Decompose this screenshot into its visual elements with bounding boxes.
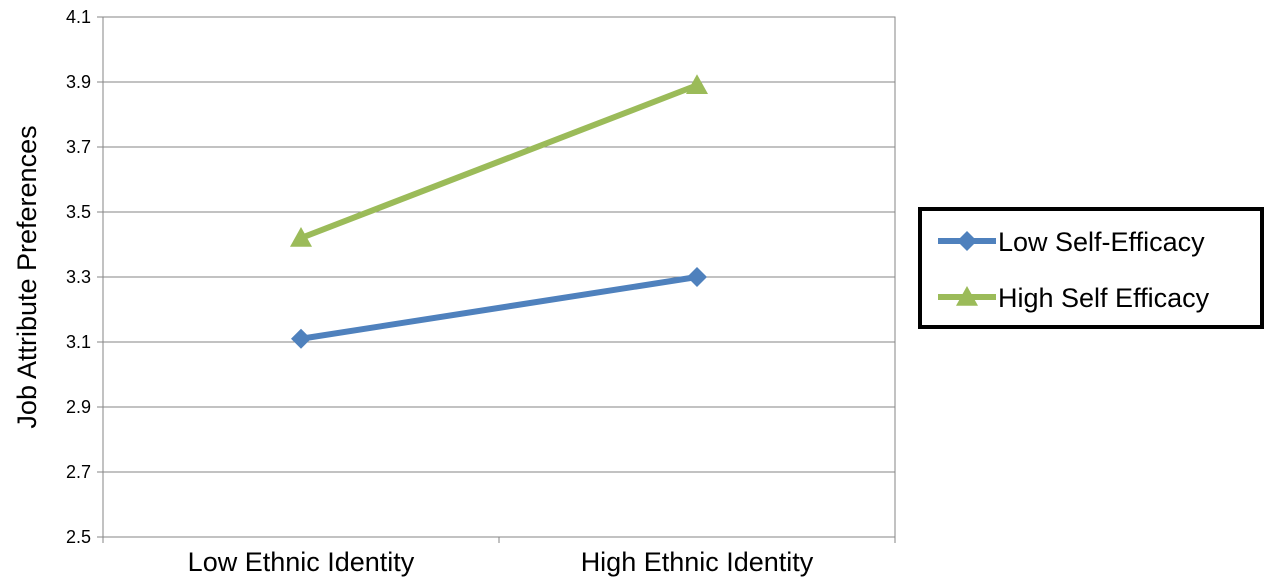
series-low-self-efficacy <box>291 267 707 349</box>
series-line <box>300 274 698 342</box>
legend-label: Low Self-Efficacy <box>998 227 1205 257</box>
y-tick-label: 4.1 <box>66 7 91 27</box>
legend-label: High Self Efficacy <box>998 283 1210 313</box>
legend: Low Self-Efficacy High Self Efficacy <box>918 207 1264 329</box>
y-tick-label: 3.7 <box>66 137 91 157</box>
data-point <box>686 74 708 95</box>
data-point <box>290 227 312 247</box>
legend-item: High Self Efficacy <box>938 283 1210 313</box>
x-category-label: Low Ethnic Identity <box>188 547 415 577</box>
data-point <box>687 267 707 287</box>
gridlines <box>103 81 895 473</box>
legend-box <box>918 207 1264 329</box>
x-category-label: High Ethnic Identity <box>581 547 814 577</box>
y-tick-label: 3.3 <box>66 267 91 287</box>
series-lines <box>290 74 708 349</box>
y-axis-title: Job Attribute Preferences <box>12 125 42 428</box>
y-tick-label: 3.5 <box>66 202 91 222</box>
y-tick-label: 3.9 <box>66 72 91 92</box>
x-axis-categories: Low Ethnic Identity High Ethnic Identity <box>102 537 896 577</box>
legend-marker <box>956 286 978 306</box>
legend-item: Low Self-Efficacy <box>938 227 1205 257</box>
y-tick-label: 2.9 <box>66 397 91 417</box>
series-high-self-efficacy <box>290 74 708 247</box>
y-axis-ticks: 2.5 2.7 2.9 3.1 3.3 3.5 3.7 3.9 4.1 <box>66 7 103 547</box>
y-tick-label: 3.1 <box>66 332 91 352</box>
data-point <box>291 328 311 349</box>
y-tick-label: 2.7 <box>66 462 91 482</box>
legend-marker <box>957 231 977 251</box>
series-line <box>299 82 699 241</box>
legend-items: Low Self-Efficacy High Self Efficacy <box>938 227 1210 313</box>
y-tick-label: 2.5 <box>66 527 91 547</box>
